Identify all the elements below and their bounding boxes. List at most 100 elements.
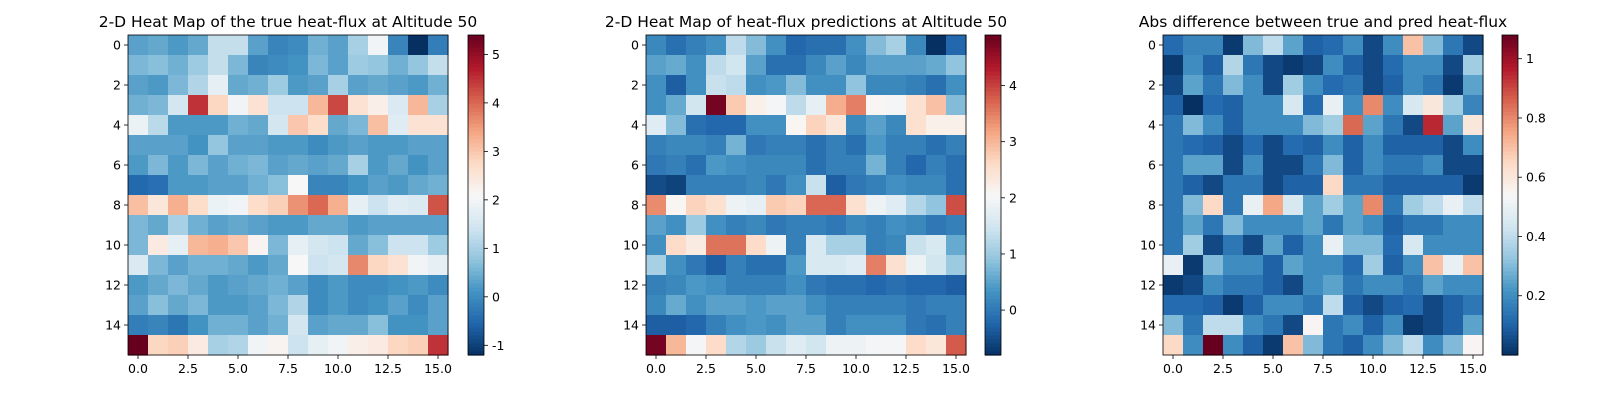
heatmap-cell	[1283, 95, 1304, 116]
heatmap-cell	[1183, 195, 1204, 216]
heatmap-cell	[686, 255, 707, 276]
heatmap-cell	[208, 95, 229, 116]
heatmap-cell	[268, 335, 289, 356]
heatmap-cell	[906, 115, 927, 136]
heatmap-cell	[846, 295, 867, 316]
heatmap-cell	[926, 175, 947, 196]
heatmap-cell	[408, 135, 429, 156]
heatmap-cell	[188, 255, 209, 276]
heatmap-cell	[666, 215, 687, 236]
heatmap-cell	[408, 55, 429, 76]
heatmap-cell	[1343, 275, 1364, 296]
heatmap-cell	[1303, 35, 1324, 56]
heatmap-cell	[228, 75, 249, 96]
heatmap-cell	[786, 95, 807, 116]
heatmap-cell	[1203, 75, 1224, 96]
colorbar-segment	[468, 315, 484, 320]
heatmap-cell	[1443, 35, 1464, 56]
heatmap-cell	[886, 135, 907, 156]
heatmap-cell	[368, 175, 389, 196]
colorbar-segment	[468, 331, 484, 336]
heatmap-cell	[906, 75, 927, 96]
heatmap-cell	[886, 255, 907, 276]
heatmap-cell	[666, 275, 687, 296]
colorbar-segment	[468, 95, 484, 100]
colorbar-segment	[985, 203, 1001, 208]
heatmap-cell	[368, 75, 389, 96]
heatmap-cell	[288, 255, 309, 276]
heatmap-cell	[806, 275, 827, 296]
heatmap-cell	[1443, 75, 1464, 96]
colorbar-segment	[985, 99, 1001, 104]
heatmap-cell	[826, 35, 847, 56]
heatmap-cell	[1463, 295, 1484, 316]
heatmap-cell	[1403, 75, 1424, 96]
y-tick-label: 14	[623, 318, 639, 333]
heatmap-cell	[1183, 95, 1204, 116]
heatmap-cell	[1223, 215, 1244, 236]
heatmap-cell	[706, 75, 727, 96]
heatmap-cell	[208, 115, 229, 136]
colorbar-segment	[1502, 303, 1518, 308]
heatmap-cell	[706, 195, 727, 216]
colorbar-segment	[1502, 239, 1518, 244]
colorbar-tick-label: 0	[1009, 303, 1017, 318]
colorbar-segment	[1502, 123, 1518, 128]
heatmap-cell	[646, 275, 667, 296]
heatmap-cell	[1423, 175, 1444, 196]
colorbar-frame	[1501, 34, 1519, 356]
heatmap-cell	[1243, 215, 1264, 236]
heatmap-cell	[1163, 235, 1184, 256]
heatmap-cell	[168, 75, 189, 96]
heatmap-cell	[686, 315, 707, 336]
heatmap-cell	[128, 55, 149, 76]
heatmap-cell	[806, 115, 827, 136]
colorbar-segment	[985, 75, 1001, 80]
heatmap-cell	[1203, 275, 1224, 296]
colorbar-segment	[468, 175, 484, 180]
y-tick-label: 0	[1148, 38, 1156, 53]
colorbar-segment	[468, 267, 484, 272]
heatmap-cell	[168, 275, 189, 296]
heatmap-cell	[1443, 195, 1464, 216]
heatmap-cell	[906, 175, 927, 196]
heatmap-cell	[706, 175, 727, 196]
heatmap-cell	[866, 135, 887, 156]
heatmap-cell	[368, 55, 389, 76]
heatmap-cell	[188, 135, 209, 156]
heatmap-cell	[906, 55, 927, 76]
heatmap-cell	[1423, 195, 1444, 216]
heatmap-cell	[428, 295, 449, 316]
heatmap-cell	[666, 55, 687, 76]
heatmap-cell	[1443, 235, 1464, 256]
heatmap-cell	[188, 75, 209, 96]
heatmap-cell	[1463, 95, 1484, 116]
colorbar-segment	[468, 263, 484, 268]
colorbar-segment	[468, 303, 484, 308]
colorbar-segment	[1502, 343, 1518, 348]
colorbar-segment	[985, 339, 1001, 344]
colorbar-segment	[985, 39, 1001, 44]
colorbar-segment	[985, 111, 1001, 116]
x-tick-label: 5.0	[1263, 361, 1283, 376]
heatmap-cell	[1303, 175, 1324, 196]
heatmap-cell	[328, 175, 349, 196]
colorbar-segment	[1502, 51, 1518, 56]
heatmap-cell	[726, 135, 747, 156]
heatmap-cell	[168, 175, 189, 196]
colorbar-segment	[468, 83, 484, 88]
heatmap-cell	[348, 335, 369, 356]
heatmap-cell	[1283, 275, 1304, 296]
heatmap-cell	[228, 35, 249, 56]
heatmap-cell	[1363, 95, 1384, 116]
colorbar-segment	[985, 215, 1001, 220]
heatmap-cell	[208, 215, 229, 236]
heatmap-cell	[368, 95, 389, 116]
heatmap-cell	[188, 115, 209, 136]
heatmap-cell	[1463, 55, 1484, 76]
heatmap-cell	[1183, 35, 1204, 56]
colorbar-segment	[985, 167, 1001, 172]
heatmap-cell	[746, 195, 767, 216]
colorbar-segment	[1502, 279, 1518, 284]
heatmap-cell	[1383, 75, 1404, 96]
